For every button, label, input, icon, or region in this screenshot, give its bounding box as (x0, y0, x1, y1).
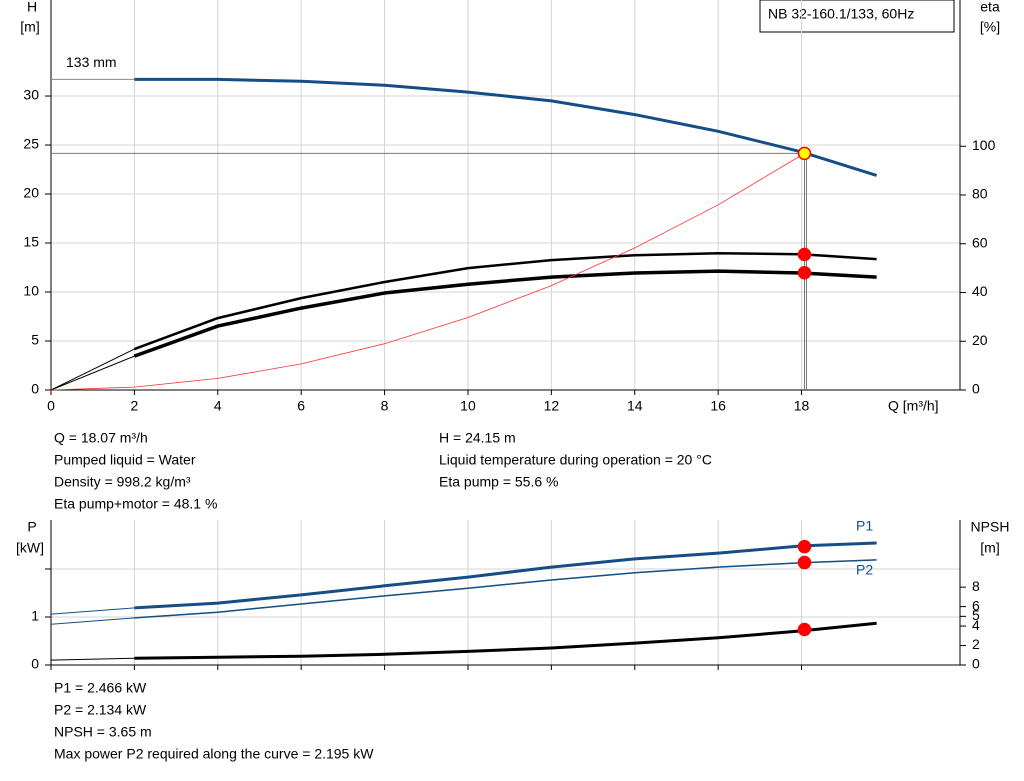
readout-line: Density = 998.2 kg/m³ (54, 474, 191, 490)
y-tick-label: 0 (31, 656, 39, 672)
y2-axis-label: eta (980, 0, 1000, 15)
y2-tick-label: 0 (972, 381, 980, 397)
curve-extension (50, 622, 877, 661)
y-tick-label: 20 (23, 185, 39, 201)
readout-line: Pumped liquid = Water (54, 452, 196, 468)
duty-point (797, 247, 812, 262)
duty-point (797, 555, 812, 570)
x-tick-label: 16 (710, 398, 726, 414)
x-tick-label: 18 (794, 398, 810, 414)
y-tick-label: 15 (23, 234, 39, 250)
y-tick-label: 0 (31, 381, 39, 397)
curve (134, 541, 877, 610)
y2-tick-label: 0 (972, 656, 980, 672)
y-axis-label: H (27, 0, 37, 15)
y2-tick-label: 100 (972, 137, 996, 153)
y2-axis-unit: [%] (980, 19, 1000, 35)
title-box (759, 0, 955, 33)
y2-tick-label: 5 (972, 607, 980, 623)
y-axis-label: P (27, 519, 36, 535)
x-tick-label: 14 (627, 398, 643, 414)
y2-tick-label: 4 (972, 617, 980, 633)
curve (134, 77, 878, 177)
readout-line: Eta pump = 55.6 % (439, 474, 558, 490)
curve-extension (50, 270, 877, 391)
series-label: P2 (856, 562, 873, 578)
y2-tick-label: 8 (972, 578, 980, 594)
readout-line: NPSH = 3.65 m (54, 724, 152, 740)
series-label: P1 (856, 518, 873, 534)
y2-tick-label: 40 (972, 283, 988, 299)
readout-line: H = 24.15 m (439, 430, 516, 446)
duty-point (797, 539, 812, 554)
curve (50, 153, 805, 391)
readout-line: Eta pump+motor = 48.1 % (54, 496, 217, 512)
readout-line: P1 = 2.466 kW (54, 680, 147, 696)
x-tick-label: 0 (47, 398, 55, 414)
curve (134, 621, 877, 660)
y2-axis-unit: [m] (980, 540, 999, 556)
x-tick-label: 10 (460, 398, 476, 414)
readout-line: Max power P2 required along the curve = … (54, 746, 374, 762)
y-tick-label: 1 (31, 608, 39, 624)
x-tick-label: 2 (130, 398, 138, 414)
duty-point (797, 146, 812, 161)
readout-line: Liquid temperature during operation = 20… (439, 452, 712, 468)
y-tick-label: 10 (23, 283, 39, 299)
duty-point (797, 622, 812, 637)
curve (134, 559, 877, 619)
y-axis-unit: [kW] (16, 540, 44, 556)
x-tick-label: 6 (297, 398, 305, 414)
y2-tick-label: 20 (972, 332, 988, 348)
curve-extension (50, 252, 877, 391)
duty-point (797, 266, 812, 280)
x-tick-label: 4 (214, 398, 222, 414)
x-tick-label: 12 (544, 398, 560, 414)
x-tick-label: 8 (381, 398, 389, 414)
chart-title: NB 32-160.1/133, 60Hz (768, 6, 914, 22)
y2-tick-label: 2 (972, 636, 980, 652)
curve (133, 269, 877, 358)
y-tick-label: 30 (23, 87, 39, 103)
annotation: 133 mm (66, 54, 117, 70)
curve (133, 252, 877, 351)
y2-tick-label: 6 (972, 597, 980, 613)
y-tick-label: 25 (23, 136, 39, 152)
y2-tick-label: 60 (972, 234, 988, 250)
y2-axis-label: NPSH (971, 519, 1010, 535)
y2-tick-label: 80 (972, 186, 988, 202)
readout-line: P2 = 2.134 kW (54, 702, 147, 718)
y-axis-unit: [m] (20, 19, 39, 35)
x-axis-label: Q [m³/h] (888, 398, 939, 414)
y-tick-label: 5 (31, 332, 39, 348)
readout-line: Q = 18.07 m³/h (54, 430, 148, 446)
